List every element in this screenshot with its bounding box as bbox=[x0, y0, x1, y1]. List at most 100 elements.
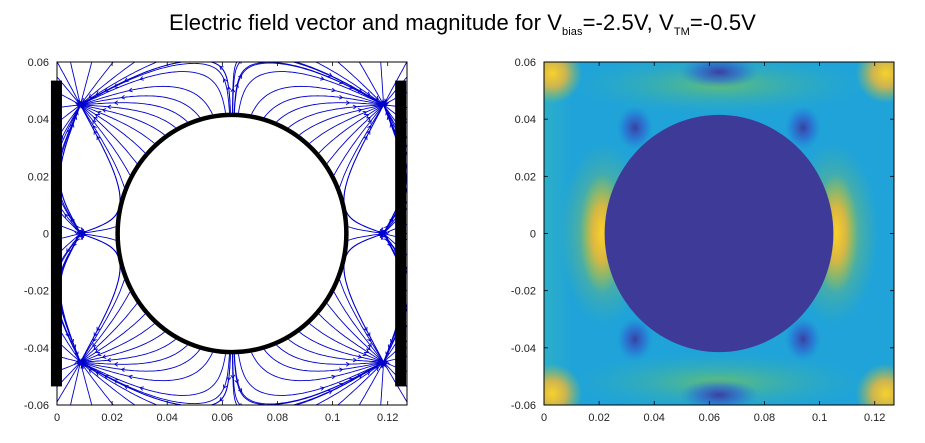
streamline bbox=[403, 76, 407, 82]
streamline-arrow bbox=[96, 135, 101, 141]
streamline-arrow bbox=[113, 100, 119, 105]
streamline-arrow bbox=[222, 384, 228, 390]
streamline-arrow bbox=[113, 362, 119, 367]
streamline-arrow bbox=[366, 91, 371, 96]
streamline bbox=[343, 199, 384, 234]
streamline-arrow bbox=[407, 238, 411, 242]
streamline bbox=[326, 105, 384, 164]
streamline-arrow bbox=[374, 95, 379, 101]
streamline-arrow bbox=[366, 345, 371, 351]
streamline bbox=[80, 331, 165, 363]
streamline-arrow bbox=[379, 99, 384, 105]
streamline-arrow bbox=[374, 366, 379, 372]
streamline bbox=[57, 146, 83, 237]
left-ytick-label: -0.02 bbox=[24, 286, 49, 298]
streamline bbox=[215, 63, 231, 113]
left-xtick-label: 0.08 bbox=[267, 412, 288, 424]
heatmap-cold-bottom bbox=[679, 379, 759, 405]
streamline-arrow bbox=[338, 94, 344, 100]
streamline bbox=[333, 102, 386, 176]
heatmap-corner-tr bbox=[855, 62, 894, 104]
streamline-arrow bbox=[411, 391, 415, 395]
streamline bbox=[77, 62, 154, 108]
streamline-arrow bbox=[377, 358, 382, 364]
streamline-arrow bbox=[128, 87, 133, 93]
streamline-arrow bbox=[331, 87, 336, 93]
left-ytick-label: 0.02 bbox=[28, 171, 49, 183]
streamline-arrow bbox=[357, 354, 363, 359]
left-xtick-label: 0.04 bbox=[157, 412, 178, 424]
streamline bbox=[59, 359, 84, 384]
streamline-arrow bbox=[93, 332, 98, 337]
right-xtick-label: 0.06 bbox=[699, 412, 720, 424]
streamline-arrow bbox=[411, 352, 415, 356]
streamline bbox=[59, 358, 83, 397]
streamline-arrow bbox=[385, 110, 390, 116]
streamline bbox=[80, 303, 138, 362]
streamline-arrow bbox=[226, 376, 232, 382]
left-xtick-label: 0.06 bbox=[212, 412, 233, 424]
streamline-arrow bbox=[94, 114, 100, 119]
streamline-arrow bbox=[79, 227, 84, 233]
streamline-arrow bbox=[93, 52, 97, 56]
streamline-arrow bbox=[234, 83, 239, 88]
streamline bbox=[81, 233, 116, 241]
streamline-arrow bbox=[96, 110, 102, 116]
streamline-arrow bbox=[364, 348, 370, 353]
heatmap-green-bottom bbox=[569, 352, 869, 405]
streamline bbox=[403, 133, 407, 140]
streamline-arrow bbox=[411, 372, 415, 376]
streamline bbox=[77, 359, 154, 405]
streamline-arrow bbox=[382, 362, 387, 368]
streamline bbox=[233, 354, 278, 405]
streamline-arrow bbox=[93, 345, 98, 351]
streamline-arrow bbox=[302, 54, 306, 58]
streamline bbox=[70, 63, 82, 109]
streamline-arrow bbox=[366, 371, 371, 376]
field-magnitude-heatmap: 0 0.02 0.04 0.06 0.08 0.1 0.12 -0.06 -0.04 -0.02 0… bbox=[511, 57, 895, 424]
streamline-arrow bbox=[106, 357, 112, 363]
streamline-arrow bbox=[367, 119, 372, 125]
streamline bbox=[380, 63, 385, 105]
streamline-arrow bbox=[123, 77, 129, 82]
streamline-arrow bbox=[70, 217, 75, 222]
streamline-arrow bbox=[357, 88, 363, 93]
streamline-arrow bbox=[302, 410, 306, 414]
streamline-arrow bbox=[382, 99, 387, 105]
streamline-arrow bbox=[238, 74, 243, 79]
streamline-arrow bbox=[411, 333, 415, 337]
streamline-arrow bbox=[117, 54, 121, 58]
streamline-arrow bbox=[65, 332, 70, 338]
streamline-arrow bbox=[230, 374, 236, 380]
streamline-arrow bbox=[345, 362, 351, 367]
streamline bbox=[215, 354, 231, 404]
right-xtick-label: 0.1 bbox=[812, 412, 827, 424]
streamline-arrow bbox=[101, 354, 107, 359]
conductor-circle bbox=[115, 112, 349, 355]
streamline-arrow bbox=[92, 119, 97, 125]
streamline-arrow bbox=[82, 358, 87, 364]
streamline bbox=[299, 104, 384, 136]
streamline bbox=[348, 233, 383, 241]
streamline-arrow bbox=[240, 62, 243, 64]
streamline-arrow bbox=[353, 410, 356, 414]
streamline bbox=[80, 62, 195, 105]
streamline-arrow bbox=[143, 411, 147, 414]
streamline bbox=[233, 62, 278, 113]
streamline-arrow bbox=[352, 104, 358, 110]
streamline-arrow bbox=[385, 230, 390, 236]
left-ytick-label: 0.04 bbox=[28, 114, 49, 126]
heatmap-cold-ul bbox=[616, 105, 653, 150]
streamline bbox=[348, 226, 383, 234]
right-ytick-label: 0.04 bbox=[515, 114, 536, 126]
right-xtick-label: 0.02 bbox=[588, 412, 609, 424]
streamline-arrow bbox=[143, 53, 147, 56]
streamline-arrow bbox=[52, 55, 55, 59]
streamline-arrow bbox=[320, 386, 325, 391]
streamline bbox=[59, 104, 81, 147]
streamline-arrow bbox=[411, 107, 414, 111]
streamline-arrow bbox=[50, 70, 54, 74]
streamline-arrow bbox=[234, 379, 239, 384]
streamline bbox=[78, 291, 131, 365]
